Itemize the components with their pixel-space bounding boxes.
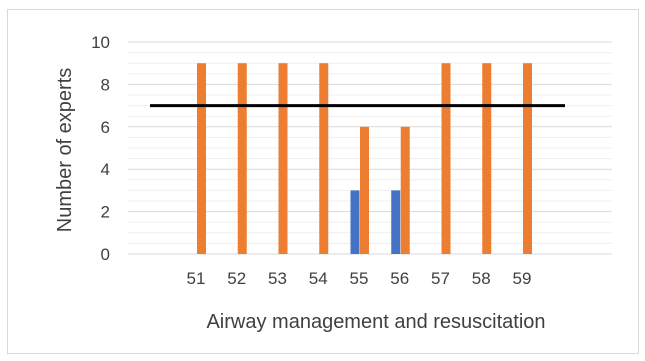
- x-tick-label: 52: [227, 269, 246, 288]
- x-tick-label: 54: [309, 269, 328, 288]
- y-tick-label: 0: [101, 245, 110, 264]
- y-tick-label: 2: [101, 203, 110, 222]
- y-tick-label: 8: [101, 75, 110, 94]
- x-tick-labels: 51 52 53 54 55 56 57 58 59: [187, 269, 532, 288]
- orange-bar: [400, 126, 410, 254]
- y-tick-label: 4: [101, 160, 110, 179]
- x-tick-label: 58: [472, 269, 491, 288]
- blue-bar: [391, 190, 401, 254]
- orange-bar: [197, 63, 206, 255]
- orange-bar: [482, 63, 492, 255]
- y-axis-title: Number of experts: [54, 68, 76, 233]
- y-tick-labels: 0 2 4 6 8 10: [91, 33, 110, 264]
- x-tick-label: 56: [390, 269, 409, 288]
- orange-bar: [441, 63, 451, 255]
- y-tick-label: 6: [101, 118, 110, 137]
- blue-bar: [350, 190, 360, 254]
- orange-bar: [237, 63, 247, 255]
- x-tick-label: 51: [187, 269, 206, 288]
- orange-bar: [523, 63, 532, 255]
- orange-bar: [319, 63, 329, 255]
- x-tick-label: 57: [431, 269, 450, 288]
- x-axis-title: Airway management and resuscitation: [206, 311, 545, 333]
- orange-bar: [278, 63, 288, 255]
- x-tick-label: 53: [268, 269, 287, 288]
- x-tick-label: 59: [513, 269, 532, 288]
- y-tick-label: 10: [91, 33, 110, 52]
- x-tick-label: 55: [350, 269, 369, 288]
- orange-bar: [360, 126, 369, 254]
- bars: [197, 63, 532, 255]
